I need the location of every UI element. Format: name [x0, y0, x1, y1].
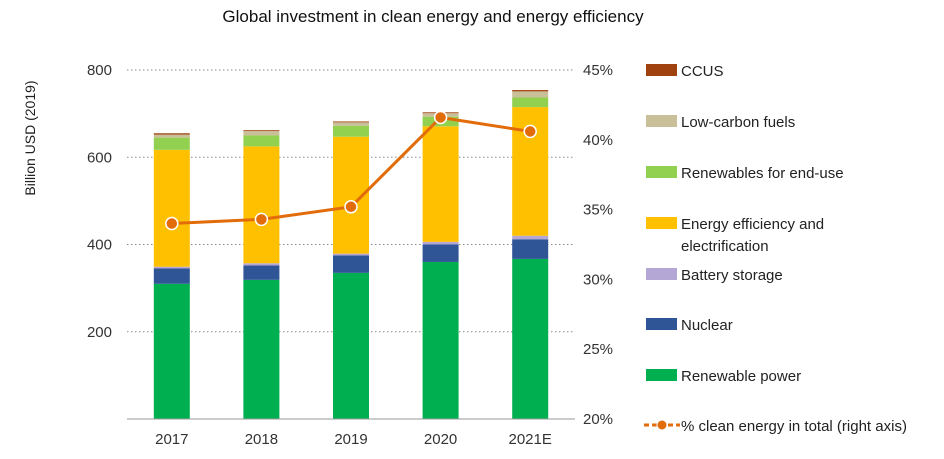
percent-point — [344, 200, 358, 214]
percent-point — [165, 216, 179, 231]
bar-segment — [333, 125, 369, 137]
bar-segment — [333, 253, 369, 256]
legend-label: Battery storage — [681, 267, 783, 284]
legend-label-line2: electrification — [681, 238, 769, 255]
bar-segment — [512, 97, 549, 108]
bar-segment — [243, 279, 280, 419]
legend-label: Renewable power — [681, 368, 801, 385]
legend-line-marker — [656, 419, 668, 431]
x-tick-label: 2020 — [424, 431, 457, 448]
bar-segment — [243, 135, 280, 147]
bar-segment — [333, 255, 369, 273]
y2-tick-label: 45% — [583, 62, 613, 79]
legend-swatch — [646, 115, 677, 127]
bar-segment — [153, 134, 190, 138]
percent-point — [523, 124, 537, 139]
legend-label: Low-carbon fuels — [681, 114, 795, 131]
percent-point — [433, 110, 448, 125]
bar-segment — [243, 146, 280, 264]
x-tick-label: 2017 — [155, 431, 188, 448]
legend-swatch — [646, 217, 677, 229]
bar-segment — [422, 241, 459, 245]
bar-segment — [333, 122, 369, 126]
bar-segment — [333, 272, 369, 419]
y2-tick-label: 20% — [583, 411, 613, 428]
bar-segment — [422, 261, 459, 419]
y-tick-label: 200 — [87, 324, 112, 341]
bar-segment — [153, 149, 190, 267]
percent-line — [165, 110, 537, 231]
legend-swatch — [646, 268, 677, 280]
bar-segment — [422, 126, 459, 242]
bar-segment — [512, 90, 549, 92]
bar-segment — [512, 239, 549, 259]
y-tick-label: 800 — [87, 62, 112, 79]
y2-tick-label: 35% — [583, 202, 613, 219]
legend: CCUS Low-carbon fuels Renewables for end-u… — [644, 63, 907, 435]
chart-title: Global investment in clean energy and en… — [222, 7, 644, 26]
bar-segment — [153, 133, 190, 135]
legend-swatch — [646, 64, 677, 76]
bar-segment — [512, 235, 549, 240]
y2-tick-label: 30% — [583, 271, 613, 288]
y-tick-label: 400 — [87, 237, 112, 254]
bar-segment — [333, 121, 369, 123]
axes: 200 400 600 800 20% 25% 30% 35% 40% 45% 2017 2018 20… — [87, 62, 613, 448]
bar-segment — [153, 268, 190, 284]
bar-segment — [243, 263, 280, 266]
y-axis-label: Billion USD (2019) — [22, 80, 38, 195]
bar-segment — [512, 258, 549, 419]
bar-segment — [153, 283, 190, 419]
x-tick-label: 2019 — [334, 431, 367, 448]
bar-segment — [243, 265, 280, 280]
legend-label: Energy efficiency and — [681, 216, 824, 233]
bar-segment — [153, 266, 190, 269]
y-tick-label: 600 — [87, 149, 112, 166]
bar-segment — [243, 131, 280, 136]
legend-swatch — [646, 369, 677, 381]
bar-segment — [422, 244, 459, 262]
legend-label: CCUS — [681, 63, 724, 80]
legend-label: Nuclear — [681, 317, 733, 334]
bars — [153, 90, 549, 419]
y2-tick-label: 25% — [583, 341, 613, 358]
legend-swatch — [646, 318, 677, 330]
legend-label: % clean energy in total (right axis) — [681, 418, 907, 435]
legend-swatch — [646, 166, 677, 178]
bar-segment — [153, 137, 190, 150]
x-tick-label: 2021E — [509, 431, 552, 448]
y2-tick-label: 40% — [583, 132, 613, 149]
legend-label: Renewables for end-use — [681, 165, 844, 182]
bar-segment — [243, 130, 280, 132]
bar-segment — [512, 91, 549, 98]
percent-point — [254, 212, 269, 227]
x-tick-label: 2018 — [245, 431, 278, 448]
